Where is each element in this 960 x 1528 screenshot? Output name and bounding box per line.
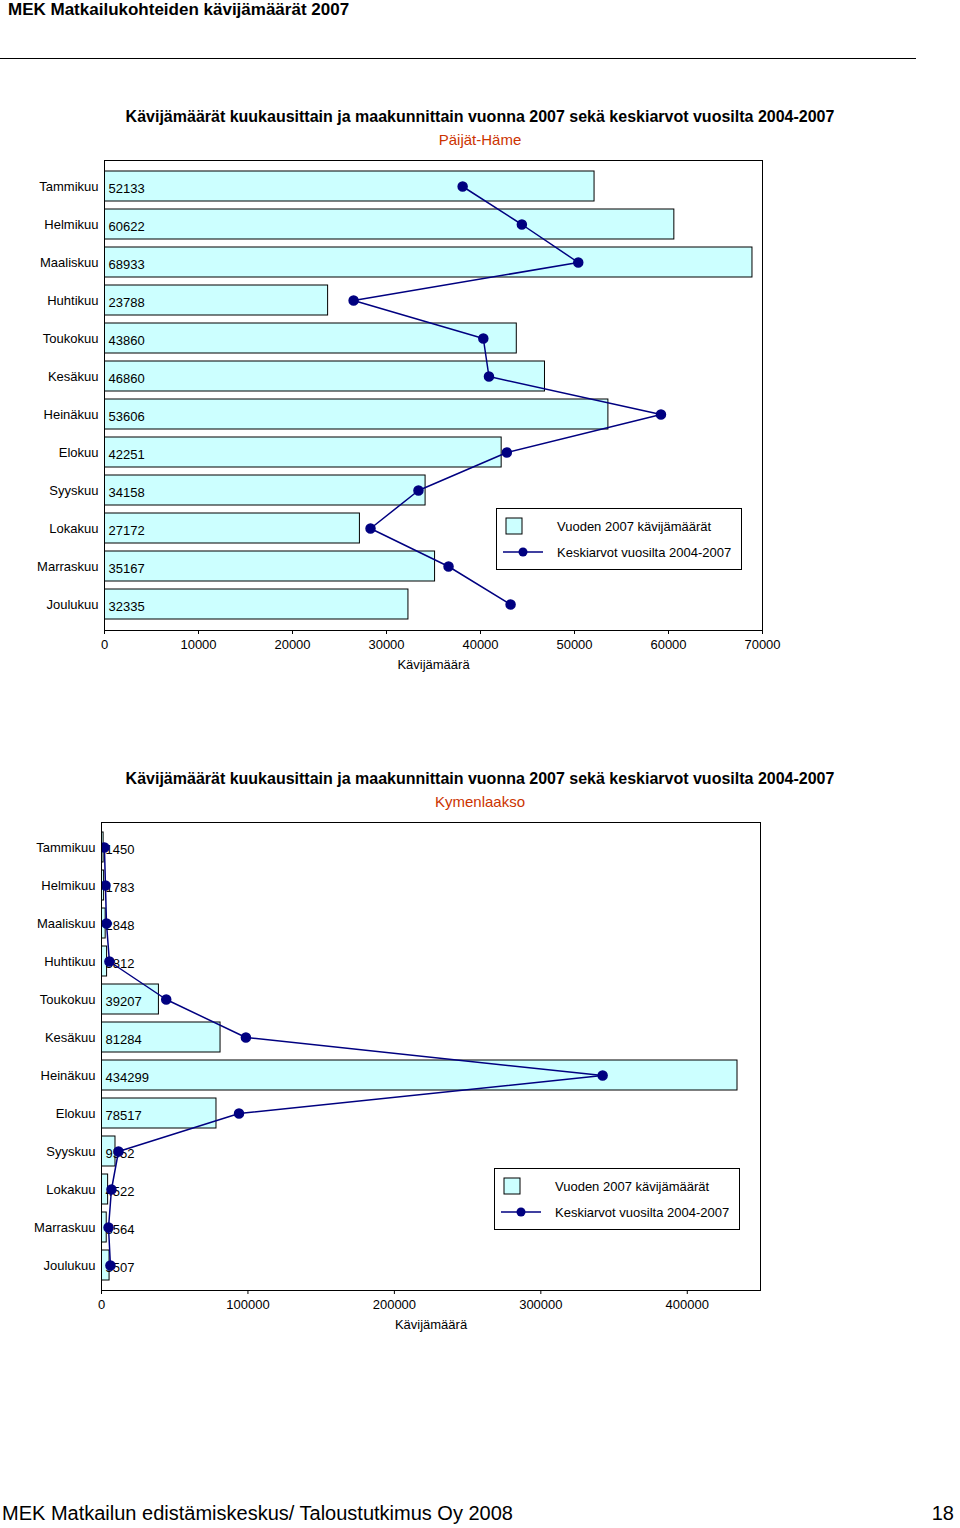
html-text:Kävijämäärät kuukausittain ja: Kävijämäärät kuukausittain ja maakunnitt… <box>125 770 835 787</box>
svg-text:Heinäkuu: Heinäkuu <box>44 407 99 422</box>
svg-text:Toukokuu: Toukokuu <box>43 331 99 346</box>
html-text:MEK Matkailukohteiden kävijämä: MEK Matkailukohteiden kävijämäärät 2007 <box>8 0 350 19</box>
svg-text:60000: 60000 <box>650 637 686 652</box>
svg-text:35167: 35167 <box>109 561 145 576</box>
svg-text:Maaliskuu: Maaliskuu <box>40 255 99 270</box>
svg-text:78517: 78517 <box>106 1108 142 1123</box>
svg-text:40000: 40000 <box>462 637 498 652</box>
svg-text:34158: 34158 <box>109 485 145 500</box>
svg-text:0: 0 <box>101 637 108 652</box>
html-text:Päijät-Häme: Päijät-Häme <box>438 131 522 148</box>
svg-text:9552: 9552 <box>105 1145 135 1161</box>
svg-text:400000: 400000 <box>666 1297 709 1312</box>
html-text:MEK Matkailun edistämiskeskus/: MEK Matkailun edistämiskeskus/ Taloustut… <box>2 1502 513 1524</box>
svg-text:2848: 2848 <box>105 917 135 933</box>
html-text:Vuoden 2007 kävijämäärät: Vuoden 2007 kävijämäärät <box>557 518 712 534</box>
svg-text:3812: 3812 <box>105 955 135 971</box>
svg-text:46860: 46860 <box>109 371 145 386</box>
svg-text:1783: 1783 <box>105 879 135 895</box>
html-text:Kävijämäärät kuukausittain ja: Kävijämäärät kuukausittain ja maakunnitt… <box>125 108 835 125</box>
svg-text:10000: 10000 <box>180 637 216 652</box>
svg-text:Kesäkuu: Kesäkuu <box>45 1030 96 1045</box>
svg-text:70000: 70000 <box>744 637 780 652</box>
html-text:18: 18 <box>931 1502 954 1524</box>
svg-text:5507: 5507 <box>106 1260 135 1275</box>
svg-text:Heinäkuu: Heinäkuu <box>41 1068 96 1083</box>
html-text:Keskiarvot vuosilta 2004-2007: Keskiarvot vuosilta 2004-2007 <box>557 544 732 560</box>
svg-text:200000: 200000 <box>373 1297 416 1312</box>
html-text:Vuoden 2007 kävijämäärät: Vuoden 2007 kävijämäärät <box>555 1178 710 1194</box>
svg-text:Elokuu: Elokuu <box>59 445 99 460</box>
svg-text:434299: 434299 <box>106 1070 149 1085</box>
svg-text:4522: 4522 <box>106 1184 135 1199</box>
svg-text:30000: 30000 <box>368 637 404 652</box>
svg-text:Marraskuu: Marraskuu <box>37 559 98 574</box>
svg-text:Lokakuu: Lokakuu <box>46 1182 95 1197</box>
svg-text:Syyskuu: Syyskuu <box>49 483 98 498</box>
svg-text:Kävijämäärä: Kävijämäärä <box>395 1317 468 1332</box>
svg-text:Huhtikuu: Huhtikuu <box>44 954 95 969</box>
html-text:Kymenlaakso: Kymenlaakso <box>435 793 525 810</box>
svg-text:100000: 100000 <box>226 1297 269 1312</box>
svg-text:32335: 32335 <box>109 599 145 614</box>
svg-text:20000: 20000 <box>274 637 310 652</box>
svg-text:Tammikuu: Tammikuu <box>36 840 95 855</box>
svg-text:Joulukuu: Joulukuu <box>46 597 98 612</box>
svg-text:Joulukuu: Joulukuu <box>43 1258 95 1273</box>
svg-text:60622: 60622 <box>109 219 145 234</box>
svg-text:39207: 39207 <box>106 994 142 1009</box>
svg-text:Huhtikuu: Huhtikuu <box>47 293 98 308</box>
svg-text:43860: 43860 <box>109 333 145 348</box>
svg-text:Toukokuu: Toukokuu <box>40 992 96 1007</box>
svg-text:Syyskuu: Syyskuu <box>46 1144 95 1159</box>
svg-text:50000: 50000 <box>556 637 592 652</box>
svg-text:68933: 68933 <box>109 257 145 272</box>
svg-text:Kesäkuu: Kesäkuu <box>48 369 99 384</box>
svg-text:Tammikuu: Tammikuu <box>39 179 98 194</box>
svg-text:Elokuu: Elokuu <box>56 1106 96 1121</box>
svg-text:Helmikuu: Helmikuu <box>41 878 95 893</box>
svg-text:0: 0 <box>98 1297 105 1312</box>
svg-text:81284: 81284 <box>106 1032 142 1047</box>
svg-text:27172: 27172 <box>109 523 145 538</box>
svg-text:53606: 53606 <box>109 409 145 424</box>
svg-text:Kävijämäärä: Kävijämäärä <box>397 657 470 672</box>
svg-text:300000: 300000 <box>519 1297 562 1312</box>
svg-text:Marraskuu: Marraskuu <box>34 1220 95 1235</box>
svg-text:52133: 52133 <box>109 181 145 196</box>
svg-text:42251: 42251 <box>109 447 145 462</box>
svg-text:Helmikuu: Helmikuu <box>44 217 98 232</box>
svg-text:23788: 23788 <box>109 295 145 310</box>
svg-text:3564: 3564 <box>105 1221 135 1237</box>
html-text:Keskiarvot vuosilta 2004-2007: Keskiarvot vuosilta 2004-2007 <box>555 1204 730 1220</box>
svg-text:Lokakuu: Lokakuu <box>49 521 98 536</box>
svg-text:1450: 1450 <box>106 842 135 857</box>
svg-text:Maaliskuu: Maaliskuu <box>37 916 96 931</box>
